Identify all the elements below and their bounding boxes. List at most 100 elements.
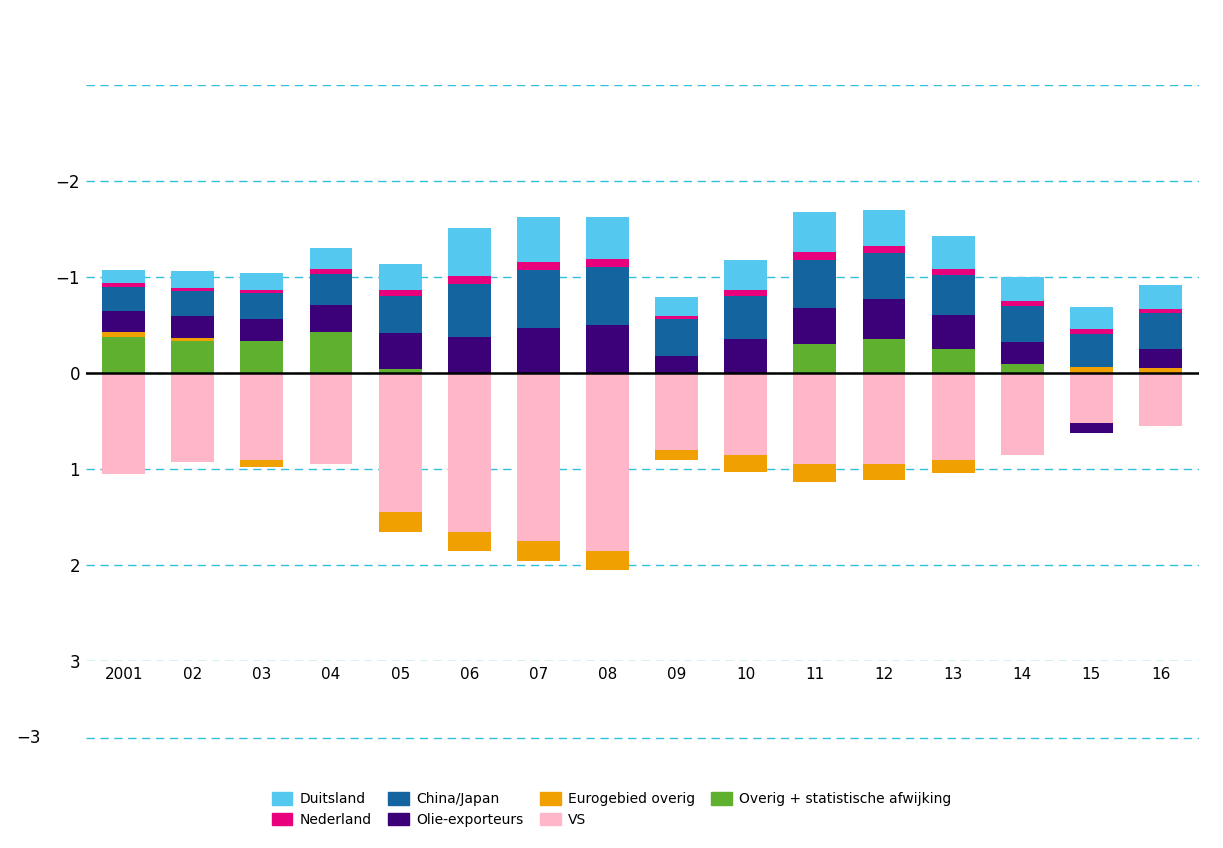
- Legend: Duitsland, Nederland, China/Japan, Olie-exporteurs, Eurogebied overig, VS, Overi: Duitsland, Nederland, China/Japan, Olie-…: [267, 787, 956, 833]
- Bar: [448, 228, 490, 276]
- Bar: [241, 460, 284, 467]
- Bar: [794, 465, 837, 482]
- Bar: [171, 342, 214, 373]
- Bar: [656, 356, 698, 373]
- Bar: [794, 344, 837, 373]
- Bar: [241, 293, 284, 320]
- Bar: [656, 450, 698, 460]
- Bar: [794, 259, 837, 308]
- Bar: [1070, 307, 1113, 329]
- Bar: [379, 264, 422, 291]
- Bar: [448, 373, 490, 532]
- Bar: [794, 308, 837, 344]
- Bar: [1000, 343, 1043, 364]
- Bar: [241, 289, 284, 293]
- Bar: [448, 284, 490, 337]
- Bar: [932, 460, 975, 473]
- Bar: [1070, 373, 1113, 423]
- Bar: [724, 291, 767, 296]
- Bar: [862, 246, 905, 253]
- Bar: [379, 332, 422, 369]
- Bar: [309, 274, 352, 305]
- Bar: [309, 305, 352, 332]
- Bar: [794, 373, 837, 465]
- Bar: [309, 248, 352, 270]
- Bar: [517, 217, 560, 262]
- Bar: [309, 332, 352, 373]
- Bar: [517, 541, 560, 561]
- Bar: [1000, 373, 1043, 455]
- Bar: [103, 271, 146, 282]
- Bar: [862, 373, 905, 465]
- Bar: [586, 325, 629, 373]
- Bar: [932, 275, 975, 315]
- Bar: [379, 373, 422, 512]
- Bar: [309, 373, 352, 465]
- Bar: [656, 320, 698, 356]
- Bar: [586, 259, 629, 267]
- Bar: [309, 270, 352, 274]
- Bar: [1000, 277, 1043, 301]
- Bar: [794, 252, 837, 259]
- Bar: [724, 373, 767, 455]
- Bar: [1139, 368, 1181, 373]
- Bar: [932, 373, 975, 460]
- Bar: [171, 338, 214, 342]
- Bar: [379, 296, 422, 332]
- Bar: [1000, 364, 1043, 373]
- Bar: [171, 373, 214, 461]
- Bar: [103, 310, 146, 332]
- Bar: [1000, 306, 1043, 343]
- Bar: [171, 271, 214, 287]
- Bar: [517, 373, 560, 541]
- Bar: [241, 342, 284, 373]
- Bar: [862, 209, 905, 246]
- Bar: [379, 291, 422, 296]
- Bar: [862, 299, 905, 339]
- Bar: [241, 273, 284, 289]
- Bar: [1070, 423, 1113, 432]
- Bar: [1070, 334, 1113, 367]
- Bar: [379, 512, 422, 532]
- Bar: [171, 292, 214, 316]
- Bar: [517, 271, 560, 328]
- Bar: [932, 315, 975, 349]
- Bar: [1139, 373, 1181, 426]
- Bar: [586, 217, 629, 259]
- Bar: [103, 337, 146, 373]
- Bar: [656, 316, 698, 320]
- Bar: [724, 339, 767, 373]
- Bar: [1139, 313, 1181, 349]
- Bar: [724, 455, 767, 472]
- Bar: [794, 212, 837, 252]
- Bar: [724, 259, 767, 291]
- Bar: [932, 236, 975, 270]
- Bar: [171, 316, 214, 338]
- Bar: [171, 287, 214, 292]
- Bar: [932, 270, 975, 275]
- Bar: [379, 369, 422, 373]
- Bar: [1139, 349, 1181, 368]
- Bar: [656, 373, 698, 450]
- Bar: [932, 349, 975, 373]
- Bar: [586, 551, 629, 570]
- Bar: [517, 262, 560, 271]
- Bar: [1000, 301, 1043, 306]
- Bar: [103, 282, 146, 287]
- Bar: [517, 328, 560, 373]
- Bar: [103, 332, 146, 337]
- Bar: [586, 267, 629, 325]
- Bar: [656, 297, 698, 316]
- Bar: [448, 337, 490, 373]
- Bar: [1139, 309, 1181, 313]
- Bar: [241, 320, 284, 342]
- Bar: [448, 276, 490, 284]
- Bar: [724, 296, 767, 339]
- Text: −3: −3: [17, 728, 42, 747]
- Bar: [862, 253, 905, 299]
- Bar: [103, 287, 146, 310]
- Bar: [862, 465, 905, 480]
- Bar: [241, 373, 284, 460]
- Bar: [1139, 285, 1181, 309]
- Bar: [103, 373, 146, 474]
